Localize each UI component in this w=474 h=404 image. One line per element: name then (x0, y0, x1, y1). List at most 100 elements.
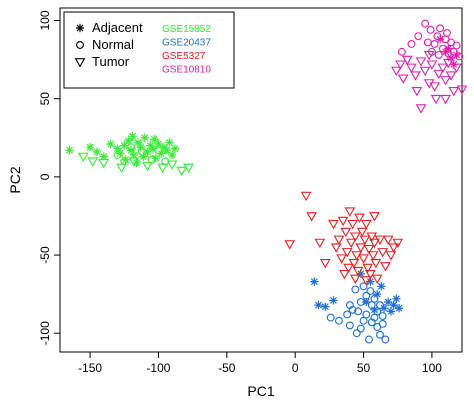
data-point (370, 294, 379, 303)
data-point (415, 104, 427, 114)
data-point (165, 138, 174, 147)
x-tick-label: -100 (146, 361, 170, 375)
data-point (300, 191, 312, 202)
data-point (124, 136, 133, 146)
data-point (362, 310, 371, 319)
legend-box (63, 11, 235, 89)
data-point (385, 251, 397, 261)
data-point (370, 259, 382, 269)
data-point (449, 60, 458, 69)
data-point (377, 248, 389, 258)
data-point (442, 58, 454, 69)
data-point (98, 158, 110, 169)
data-point (434, 50, 443, 59)
legend-symbol-asterisk (75, 23, 85, 33)
data-point (356, 269, 366, 279)
plot-frame (59, 7, 463, 353)
data-point (362, 297, 371, 307)
data-point (380, 262, 391, 272)
data-point (362, 291, 371, 300)
data-point (455, 52, 464, 61)
data-point (452, 41, 461, 50)
data-point (319, 259, 331, 269)
data-point (113, 144, 122, 153)
data-point (365, 269, 376, 280)
data-point (356, 227, 368, 238)
data-point (314, 238, 326, 249)
data-point (354, 213, 365, 224)
data-point (176, 166, 188, 177)
data-point (321, 302, 330, 311)
data-point (336, 254, 348, 264)
data-point (445, 71, 457, 81)
data-point (333, 235, 345, 245)
data-point (120, 141, 129, 150)
data-point (369, 238, 380, 249)
data-point (371, 274, 383, 285)
data-point (448, 87, 460, 97)
data-point (359, 235, 371, 245)
data-point (314, 300, 323, 310)
data-point (392, 294, 401, 304)
data-point (356, 324, 365, 333)
data-point (330, 243, 342, 253)
data-point (359, 282, 368, 291)
data-point (132, 158, 141, 167)
data-point (379, 304, 389, 313)
data-point (128, 157, 140, 167)
y-tick-label: 0 (38, 173, 52, 180)
data-point (433, 69, 445, 80)
data-point (306, 212, 317, 222)
data-point (87, 157, 99, 167)
data-point (443, 29, 451, 37)
data-point (456, 85, 468, 95)
data-point (129, 150, 139, 160)
data-point (423, 38, 432, 47)
data-point (345, 321, 354, 330)
data-point (423, 79, 435, 89)
data-point (366, 232, 378, 242)
y-axis: -100 -50 0 50 100 (38, 10, 60, 345)
data-point (362, 263, 374, 274)
data-point (77, 152, 89, 163)
data-point (377, 282, 386, 291)
data-point (373, 289, 382, 299)
data-point (99, 152, 108, 161)
data-point (414, 32, 423, 41)
x-tick-label: -150 (78, 361, 102, 375)
data-point (341, 248, 353, 258)
data-point (437, 63, 449, 73)
data-point (426, 60, 438, 70)
data-point (419, 66, 431, 77)
data-point (154, 146, 163, 155)
x-axis-title: PC1 (247, 383, 274, 399)
data-point (401, 55, 413, 66)
data-point (367, 318, 376, 327)
data-point (363, 244, 375, 255)
data-point (310, 277, 319, 286)
data-point (354, 307, 363, 316)
y-tick-label: 50 (38, 92, 52, 106)
data-point (415, 57, 427, 67)
data-point (339, 269, 350, 280)
data-point (166, 160, 178, 170)
data-point (410, 71, 421, 81)
data-point (116, 163, 127, 173)
data-point (392, 238, 404, 249)
data-point (435, 35, 445, 44)
data-point (170, 144, 180, 153)
data-point (388, 243, 399, 253)
legend-label-shape: Normal (92, 37, 134, 52)
data-point (374, 235, 386, 245)
data-point (140, 133, 149, 142)
data-point (85, 142, 95, 152)
data-point (337, 216, 349, 227)
y-tick-label: -100 (38, 321, 52, 345)
data-point (157, 163, 168, 173)
data-point (444, 44, 453, 53)
data-point (360, 276, 372, 286)
data-point (349, 232, 361, 242)
data-point (397, 74, 409, 84)
data-point (366, 277, 375, 286)
